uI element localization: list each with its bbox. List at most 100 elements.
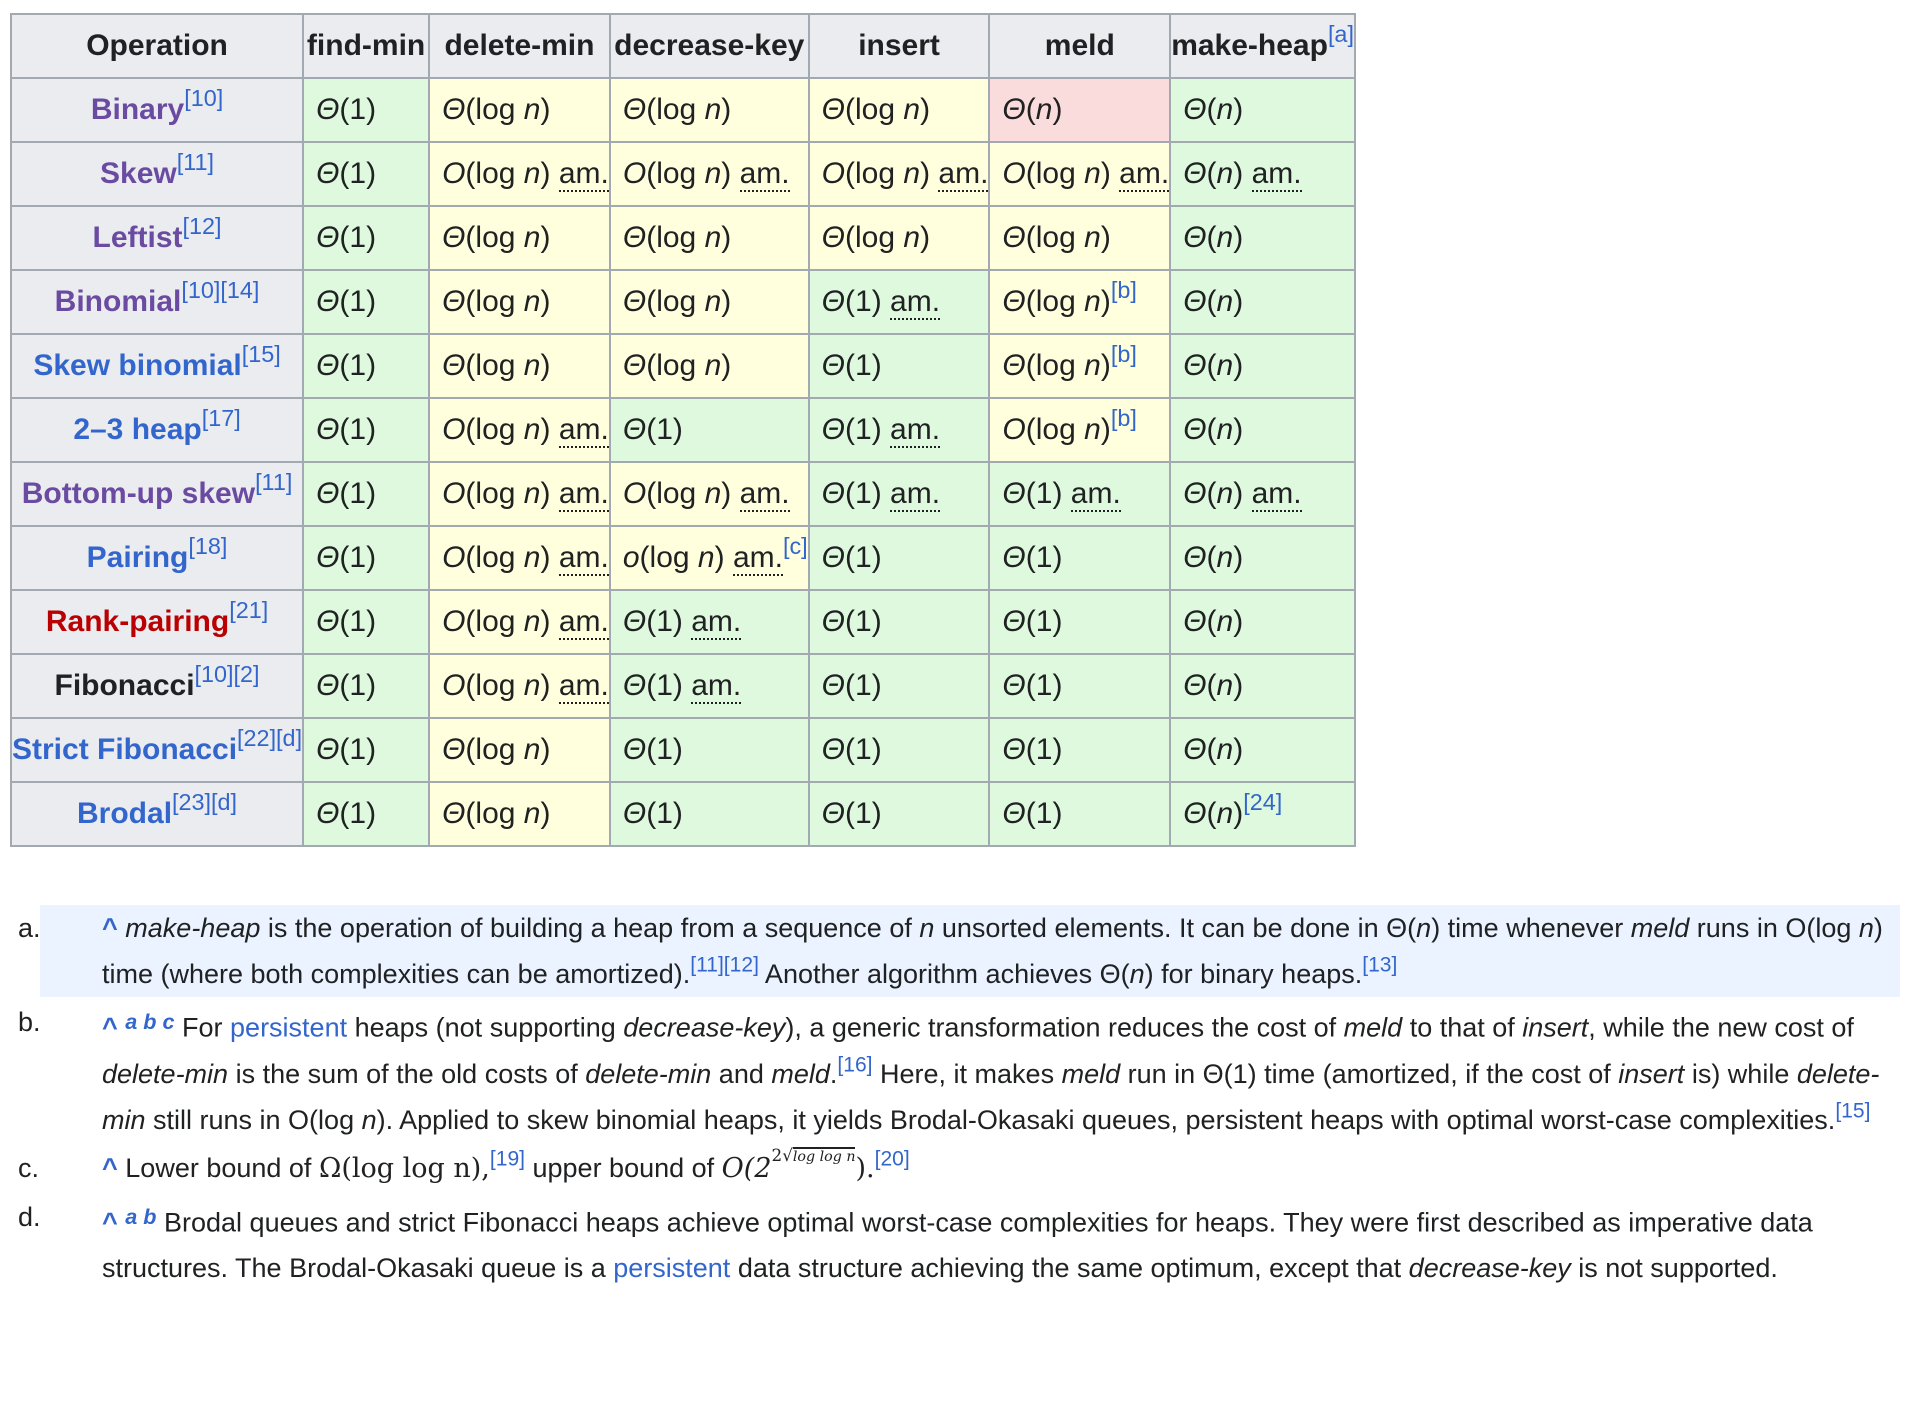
citation-link[interactable]: [15] [1835, 1098, 1871, 1122]
bound-symbol: Θ [442, 93, 466, 126]
citation-link[interactable]: [15] [241, 341, 281, 368]
row-header: Strict Fibonacci[22][d] [9, 717, 305, 783]
citation-link[interactable]: [10] [184, 85, 224, 112]
column-header: insert [807, 13, 991, 79]
citation-link[interactable]: [10][2] [194, 661, 260, 688]
text: For [174, 1012, 231, 1043]
bound-symbol: Θ [821, 285, 845, 318]
amortized-abbr[interactable]: am. [691, 669, 742, 704]
complexity-cell: Θ(1) [302, 781, 431, 847]
heap-name-link[interactable]: Brodal [77, 797, 173, 830]
bound-symbol: Θ [1002, 669, 1026, 702]
math-upper-bound: O(22√log log n). [722, 1147, 875, 1183]
bound-symbol: Θ [1002, 93, 1026, 126]
bound-symbol: Θ [622, 605, 647, 638]
text: ) for binary heaps. [1144, 959, 1363, 989]
heap-name-link[interactable]: Binary [90, 93, 185, 126]
heap-name-link[interactable]: 2–3 heap [73, 413, 202, 446]
backlinks[interactable]: a b [125, 1203, 157, 1229]
bound-symbol: O [442, 669, 466, 702]
citation-link[interactable]: [b] [1110, 277, 1137, 304]
amortized-abbr[interactable]: am. [1251, 477, 1302, 512]
citation-link[interactable]: [17] [201, 405, 241, 432]
bound-symbol: Θ [1183, 413, 1207, 446]
heap-name-link[interactable]: Pairing [86, 541, 189, 574]
amortized-abbr[interactable]: am. [691, 605, 742, 640]
variable: n [1084, 349, 1101, 382]
variable: n [523, 797, 541, 830]
heap-name-link[interactable]: Skew binomial [33, 349, 242, 382]
heap-name-link[interactable]: Binomial [54, 285, 182, 318]
backlink-caret[interactable]: ^ [102, 913, 118, 943]
variable: n [1216, 669, 1234, 702]
text: data structure achieving the same optimu… [730, 1253, 1409, 1284]
variable: n [523, 477, 541, 510]
citation-link[interactable]: [10][14] [181, 277, 260, 304]
citation-link[interactable]: [19] [489, 1146, 525, 1170]
text: ) time (where both complexities can be a… [102, 913, 1883, 989]
citation-link[interactable]: [b] [1110, 341, 1137, 368]
bound-symbol: Θ [821, 221, 845, 254]
amortized-abbr[interactable]: am. [558, 605, 609, 640]
complexity-cell: Θ(1) am. [807, 461, 991, 527]
heap-name-link[interactable]: Leftist [92, 221, 183, 254]
complexity-cell: Θ(1) [302, 141, 431, 207]
amortized-abbr[interactable]: am. [558, 541, 609, 576]
term: decrease-key [1408, 1253, 1571, 1284]
complexity-cell: Θ(1) [302, 461, 431, 527]
persistent-link[interactable]: persistent [613, 1253, 731, 1284]
citation-link[interactable]: [23][d] [172, 789, 238, 816]
citation-link[interactable]: [24] [1243, 789, 1283, 816]
amortized-abbr[interactable]: am. [739, 477, 790, 512]
citation-link[interactable]: [c] [782, 533, 808, 560]
heap-name-link[interactable]: Skew [100, 157, 177, 190]
citation-link[interactable]: [13] [1362, 953, 1398, 977]
bound-symbol: o [622, 541, 640, 574]
amortized-abbr[interactable]: am. [890, 477, 941, 512]
table-row: Strict Fibonacci[22][d] Θ(1) Θ(log n) Θ(1) Θ… [9, 717, 1356, 783]
citation-link[interactable]: [22][d] [237, 725, 303, 752]
complexity-cell: Θ(log n)[b] [988, 333, 1172, 399]
backlinks[interactable]: a b c [125, 1009, 175, 1034]
amortized-abbr[interactable]: am. [938, 157, 989, 192]
citation-link[interactable]: [20] [874, 1146, 910, 1170]
amortized-abbr[interactable]: am. [739, 157, 790, 192]
amortized-abbr[interactable]: am. [558, 477, 609, 512]
heap-name-link[interactable]: Rank-pairing [45, 605, 230, 638]
complexity-cell: Θ(1) [302, 269, 431, 335]
heap-name-link[interactable]: Bottom-up skew [21, 477, 256, 510]
complexity-cell: Θ(log n) [428, 205, 611, 271]
complexity-cell: O(log n) am. [988, 141, 1172, 207]
bound-symbol: O [442, 605, 466, 638]
backlink-caret[interactable]: ^ [102, 1152, 118, 1183]
citation-link[interactable]: [11][12] [690, 953, 759, 977]
note-marker: c. [18, 1152, 40, 1183]
bound-symbol: Θ [1002, 477, 1026, 510]
citation-link[interactable]: [a] [1327, 21, 1354, 48]
citation-link[interactable]: [18] [188, 533, 228, 560]
amortized-abbr[interactable]: am. [558, 157, 609, 192]
citation-link[interactable]: [12] [182, 213, 222, 240]
heap-name-link[interactable]: Strict Fibonacci [12, 733, 238, 766]
variable: n [523, 541, 541, 574]
citation-link[interactable]: [b] [1110, 405, 1137, 432]
citation-link[interactable]: [16] [837, 1052, 873, 1076]
amortized-abbr[interactable]: am. [558, 413, 609, 448]
term: insert [1618, 1058, 1685, 1089]
amortized-abbr[interactable]: am. [558, 669, 609, 704]
complexity-cell: Θ(n) [1169, 77, 1356, 143]
citation-link[interactable]: [11] [176, 149, 215, 176]
amortized-abbr[interactable]: am. [890, 285, 941, 320]
citation-link[interactable]: [21] [229, 597, 269, 624]
citation-link[interactable]: [11] [255, 469, 293, 496]
var: n [361, 1104, 377, 1135]
amortized-abbr[interactable]: am. [732, 541, 783, 576]
amortized-abbr[interactable]: am. [890, 413, 941, 448]
complexity-cell: O(log n) am. [428, 461, 611, 527]
amortized-abbr[interactable]: am. [1119, 157, 1170, 192]
persistent-link[interactable]: persistent [230, 1012, 348, 1043]
heap-name-link[interactable]: Fibonacci [54, 669, 195, 702]
complexity-cell: Θ(log n) [807, 77, 991, 143]
amortized-abbr[interactable]: am. [1070, 477, 1121, 512]
amortized-abbr[interactable]: am. [1251, 157, 1302, 192]
